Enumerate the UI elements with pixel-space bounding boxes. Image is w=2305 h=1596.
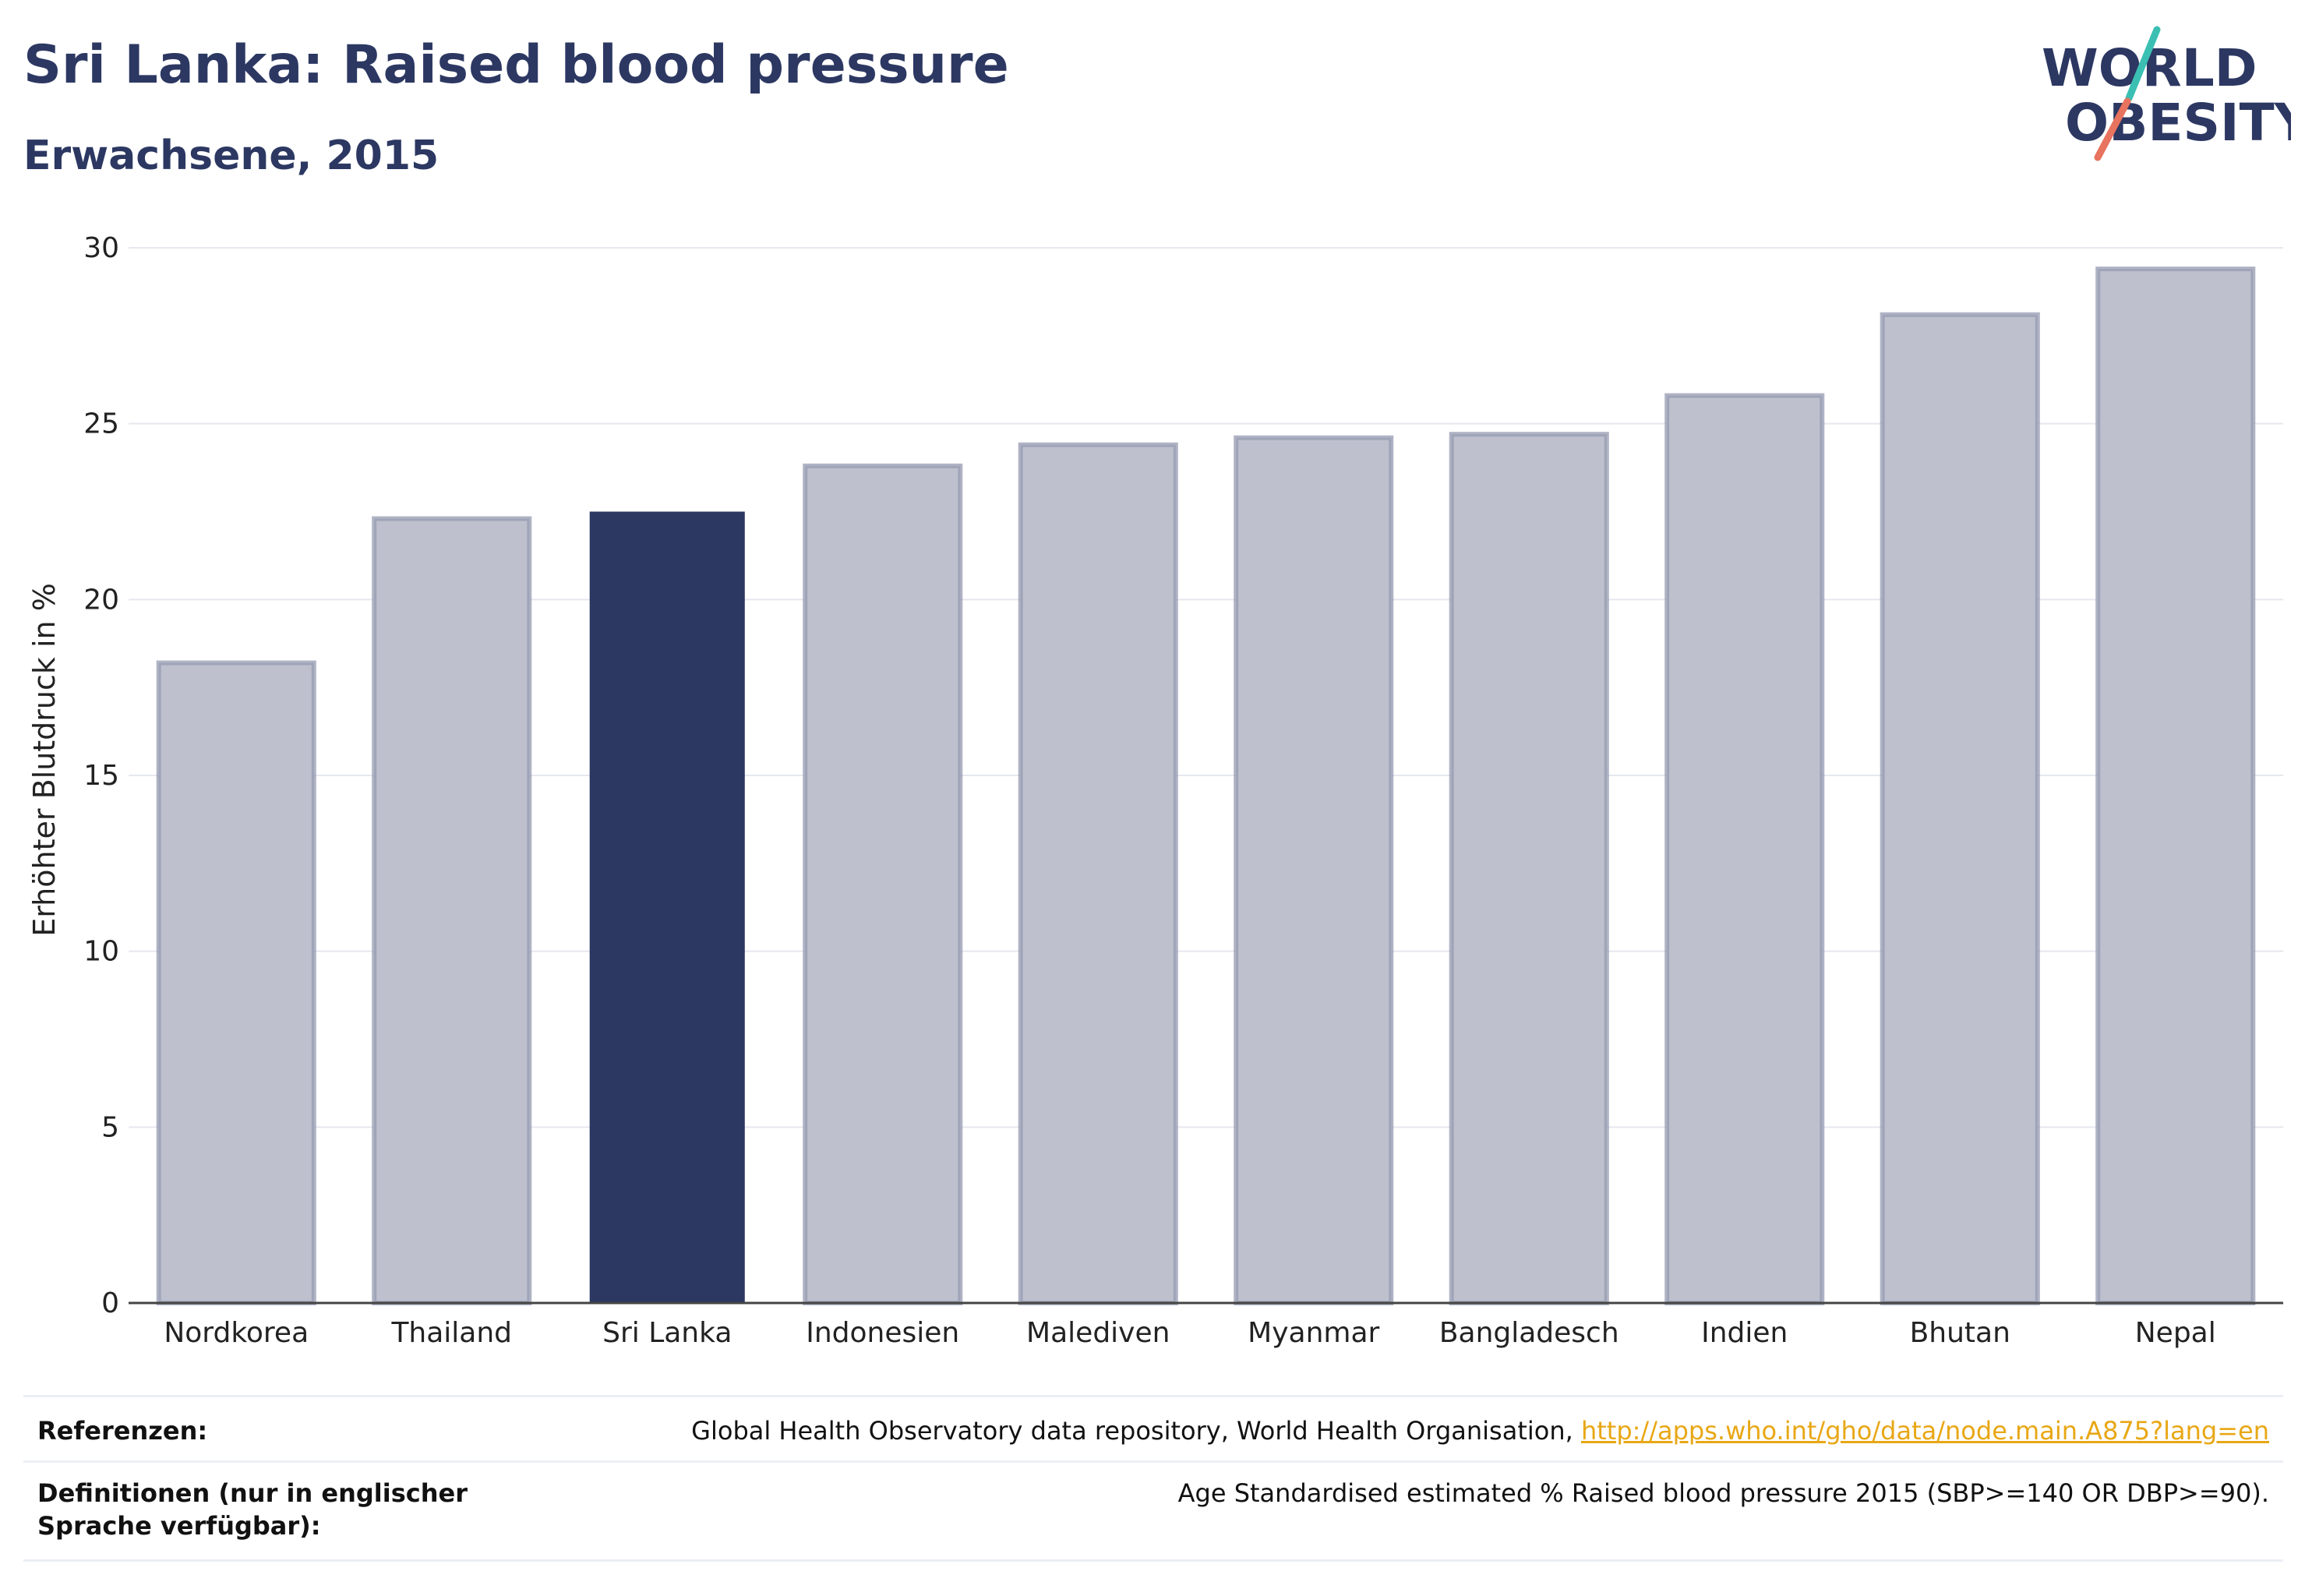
bar-nordkorea (156, 660, 316, 1305)
logo-slash-teal (2125, 26, 2161, 102)
bar-malediven (1018, 442, 1178, 1305)
definitions-row: Definitionen (nur in englischer Sprache … (23, 1460, 2283, 1562)
definitions-label: Definitionen (nur in englischer Sprache … (37, 1478, 468, 1541)
bar-bangladesch (1449, 432, 1609, 1305)
references-text: Global Health Observatory data repositor… (691, 1416, 1581, 1446)
x-tick-label: Bhutan (1910, 1317, 2010, 1349)
bar-nepal (2095, 267, 2256, 1306)
x-tick-label: Indonesien (806, 1317, 959, 1349)
definitions-value: Age Standardised estimated % Raised bloo… (1177, 1478, 2269, 1508)
references-link[interactable]: http://apps.who.int/gho/data/node.main.A… (1580, 1416, 2269, 1446)
logo-slash-coral (2094, 97, 2131, 161)
references-value: Global Health Observatory data repositor… (691, 1414, 2269, 1447)
y-tick-label: 5 (101, 1111, 119, 1143)
axes: 0 5 10 15 20 25 30 Nordkorea Thailand Sri Lanka In… (83, 232, 2283, 1349)
x-tick-label: Myanmar (1248, 1317, 1379, 1349)
chart-subtitle: Erwachsene, 2015 (23, 132, 439, 179)
x-tick-label: Thailand (390, 1317, 512, 1349)
y-tick-label: 0 (101, 1287, 119, 1319)
y-tick-label: 15 (83, 760, 119, 792)
bar-thailand (372, 516, 532, 1305)
y-axis-title: Erhöhter Blutdruck in % (27, 583, 62, 937)
bar-bhutan (1880, 312, 2040, 1306)
references-label: Referenzen: (37, 1416, 208, 1446)
bar-sri-lanka (589, 511, 745, 1303)
x-tick-label: Sri Lanka (602, 1317, 732, 1349)
y-tick-label: 20 (83, 584, 119, 616)
x-tick-label: Nordkorea (164, 1317, 309, 1349)
x-tick-label: Bangladesch (1439, 1317, 1619, 1349)
bar-indien (1664, 393, 1825, 1305)
y-tick-label: 30 (83, 232, 119, 264)
x-tick-label: Malediven (1026, 1317, 1170, 1349)
chart-title: Sri Lanka: Raised blood pressure (23, 34, 1009, 96)
bar-myanmar (1234, 435, 1394, 1305)
y-tick-label: 10 (83, 936, 119, 968)
bar-chart: 0 5 10 15 20 25 30 Nordkorea Thailand Sri Lanka In… (27, 232, 2283, 1349)
bars (156, 267, 2256, 1306)
references-row: Referenzen: Global Health Observatory da… (23, 1395, 2283, 1463)
x-tick-label: Nepal (2135, 1317, 2216, 1349)
bar-indonesien (803, 463, 963, 1305)
y-tick-label: 25 (83, 408, 119, 440)
world-obesity-logo: WORLD OBESITY (2042, 26, 2291, 161)
x-tick-label: Indien (1701, 1317, 1788, 1349)
